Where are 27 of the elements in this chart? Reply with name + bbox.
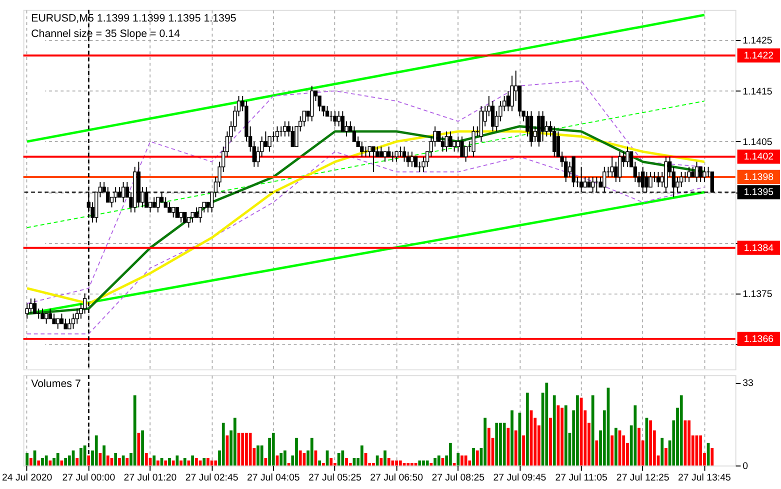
x-tick-label: 27 Jul 02:45 — [185, 472, 238, 484]
x-tick-label: 27 Jul 13:45 — [678, 472, 731, 484]
x-tick-label: 27 Jul 05:25 — [308, 472, 362, 484]
chart-title: EURUSD,M5 1.1399 1.1399 1.1395 1.1395 — [31, 12, 236, 25]
ref-line-label: 1.1402 — [744, 152, 774, 163]
x-tick-label: 27 Jul 06:50 — [370, 472, 424, 484]
y-tick-label: 1.1425 — [742, 36, 772, 47]
x-tick-label: 24 Jul 2020 — [2, 472, 53, 484]
x-tick-label: 27 Jul 00:00 — [62, 472, 116, 484]
ref-line-label: 1.1384 — [744, 242, 774, 254]
ref-line-label: 1.1398 — [744, 172, 774, 183]
x-tick-label: 27 Jul 12:25 — [616, 472, 670, 484]
y-tick-label: 33 — [742, 378, 754, 390]
text: Channel size = 35 Slope = 0.14 — [31, 28, 180, 40]
x-tick-label: 27 Jul 08:25 — [432, 472, 485, 484]
y-tick-label: 0 — [742, 460, 749, 472]
chart-title: Volumes 7 — [31, 378, 81, 390]
x-tick-label: 27 Jul 11:05 — [555, 472, 608, 484]
x-tick-label: 27 Jul 01:20 — [124, 472, 178, 484]
y-tick-label: 1.1405 — [742, 136, 772, 148]
ref-line-label: 1.1395 — [744, 187, 774, 198]
x-tick-label: 27 Jul 09:45 — [493, 472, 546, 484]
y-tick-label: 1.1415 — [742, 86, 772, 98]
y-tick-label: 1.1375 — [742, 288, 772, 300]
ref-line-label: 1.1422 — [744, 50, 774, 62]
ref-line-label: 1.1366 — [744, 334, 774, 345]
x-tick-label: 27 Jul 04:05 — [246, 472, 300, 484]
